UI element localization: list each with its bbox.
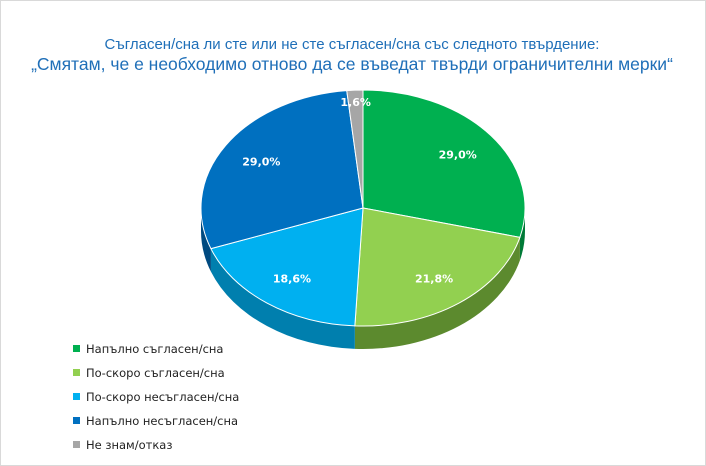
legend: Напълно съгласен/сна По-скоро съгласен/сн… (73, 342, 248, 462)
pie-data-label-4: 29,0% (242, 156, 280, 169)
legend-label: По-скоро несъгласен/сна (86, 390, 240, 404)
pie-side-4 (201, 208, 211, 272)
legend-swatch (73, 417, 80, 424)
pie-slice-2 (354, 207, 521, 327)
pie-side-2 (354, 237, 520, 349)
pie-data-label-1: 29,0% (439, 148, 477, 161)
legend-swatch (73, 369, 80, 376)
legend-item: По-скоро несъгласен/сна (73, 390, 248, 414)
pie-slices (200, 89, 526, 327)
legend-item: Напълно съгласен/сна (73, 342, 248, 366)
legend-label: Напълно съгласен/сна (86, 342, 224, 356)
pie-data-labels: 29,0% 21,8% 18,6% 29,0% 1,6% (242, 96, 477, 285)
legend-item: По-скоро съгласен/сна (73, 366, 248, 390)
legend-label: По-скоро съгласен/сна (86, 366, 225, 380)
pie-data-label-3: 18,6% (273, 272, 311, 285)
pie-slice-5 (346, 89, 364, 209)
pie-slice-1 (362, 89, 526, 238)
legend-item: Не знам/отказ (73, 438, 248, 462)
legend-item: Напълно несъгласен/сна (73, 414, 248, 438)
legend-label: Напълно несъгласен/сна (86, 414, 239, 428)
pie-data-label-5: 1,6% (340, 96, 371, 109)
chart-subtitle: „Смятам, че е необходимо отново да се въ… (31, 54, 673, 74)
pie-side-walls (201, 208, 525, 349)
legend-label: Не знам/отказ (86, 438, 173, 452)
pie-slice-4 (200, 90, 364, 250)
pie-data-label-2: 21,8% (415, 272, 453, 285)
chart-title: Съгласен/сна ли сте или не сте съгласен/… (104, 36, 600, 53)
pie-side-3 (210, 248, 355, 349)
legend-swatch (73, 393, 80, 400)
pie-side-1 (519, 208, 525, 261)
pie-slice-3 (210, 207, 364, 327)
legend-swatch (73, 441, 80, 448)
legend-swatch (73, 345, 80, 352)
